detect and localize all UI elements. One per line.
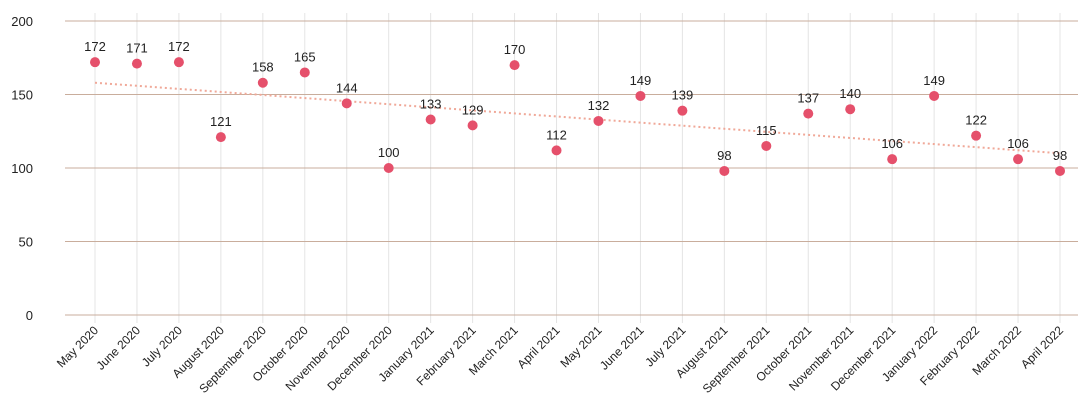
point (551, 145, 562, 156)
point (215, 132, 226, 143)
y-tick-label: 50 (19, 235, 33, 250)
y-tick-label: 0 (26, 308, 33, 323)
data-label: 140 (839, 86, 861, 101)
data-label: 98 (1053, 148, 1067, 163)
data-label: 106 (881, 136, 903, 151)
point (467, 120, 478, 131)
data-label: 98 (717, 148, 731, 163)
x-tick-label: June 2020 (94, 323, 144, 373)
point (90, 57, 100, 68)
x-tick-label: April 2022 (1018, 323, 1066, 371)
point (341, 98, 352, 109)
data-label: 165 (294, 49, 316, 64)
data-label: 171 (126, 41, 148, 56)
y-tick-label: 150 (11, 88, 33, 103)
point (173, 57, 184, 68)
point (1055, 165, 1065, 176)
data-label: 158 (252, 60, 274, 75)
point (761, 140, 772, 151)
point (677, 105, 688, 116)
data-label: 122 (965, 113, 987, 128)
y-tick-label: 100 (11, 161, 33, 176)
point (929, 90, 940, 101)
point (1013, 154, 1024, 165)
data-label: 172 (84, 39, 106, 54)
data-label: 100 (378, 145, 400, 160)
point (593, 115, 604, 126)
x-tick-label: June 2021 (597, 323, 647, 373)
point (299, 67, 310, 78)
data-label: 121 (210, 114, 232, 129)
point (635, 90, 646, 101)
point (257, 77, 268, 88)
data-label: 112 (546, 127, 567, 142)
y-tick-label: 200 (11, 14, 33, 29)
point (971, 130, 982, 141)
data-label: 170 (504, 42, 526, 57)
data-label: 106 (1007, 136, 1029, 151)
data-label: 115 (756, 123, 777, 138)
x-tick-label: April 2021 (515, 323, 563, 371)
trendline (94, 81, 1061, 155)
data-label: 139 (672, 88, 694, 103)
data-label: 129 (462, 102, 484, 117)
point (383, 163, 394, 173)
point (509, 60, 520, 71)
point (845, 104, 856, 115)
data-label: 144 (336, 80, 358, 95)
point (131, 58, 142, 69)
point (803, 108, 814, 119)
data-label: 132 (588, 98, 610, 113)
data-label: 149 (923, 73, 945, 88)
point (425, 114, 436, 125)
data-label: 137 (797, 91, 819, 106)
data-label: 172 (168, 39, 190, 54)
data-label: 149 (630, 73, 652, 88)
point (887, 154, 898, 165)
point (719, 165, 730, 176)
data-label: 133 (420, 96, 442, 111)
